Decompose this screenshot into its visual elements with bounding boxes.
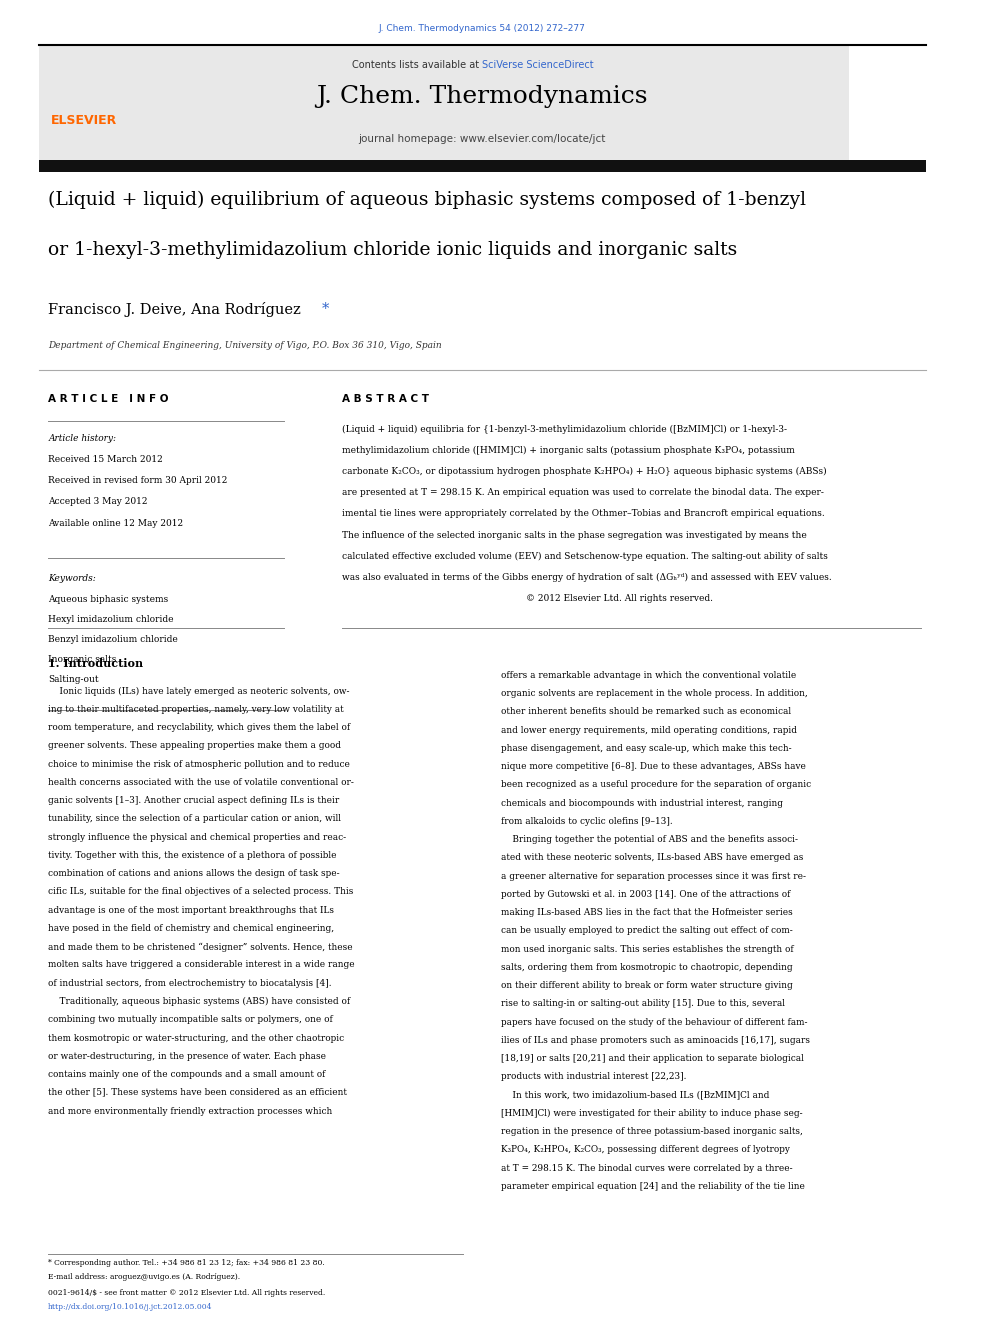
Text: cific ILs, suitable for the final objectives of a selected process. This: cific ILs, suitable for the final object… <box>49 888 353 897</box>
Text: methylimidazolium chloride ([HMIM]Cl) + inorganic salts (potassium phosphate K₃P: methylimidazolium chloride ([HMIM]Cl) + … <box>342 446 796 455</box>
Text: choice to minimise the risk of atmospheric pollution and to reduce: choice to minimise the risk of atmospher… <box>49 759 350 769</box>
Text: nique more competitive [6–8]. Due to these advantages, ABSs have: nique more competitive [6–8]. Due to the… <box>502 762 806 771</box>
Text: them kosmotropic or water-structuring, and the other chaotropic: them kosmotropic or water-structuring, a… <box>49 1033 344 1043</box>
Text: Benzyl imidazolium chloride: Benzyl imidazolium chloride <box>49 635 178 644</box>
Text: Traditionally, aqueous biphasic systems (ABS) have consisted of: Traditionally, aqueous biphasic systems … <box>49 998 350 1005</box>
Text: salts, ordering them from kosmotropic to chaotropic, depending: salts, ordering them from kosmotropic to… <box>502 963 793 972</box>
Text: (Liquid + liquid) equilibria for {1-benzyl-3-methylimidazolium chloride ([BzMIM]: (Liquid + liquid) equilibria for {1-benz… <box>342 425 788 434</box>
Text: combining two mutually incompatible salts or polymers, one of: combining two mutually incompatible salt… <box>49 1015 333 1024</box>
Text: molten salts have triggered a considerable interest in a wide range: molten salts have triggered a considerab… <box>49 960 355 970</box>
Text: combination of cations and anions allows the design of task spe-: combination of cations and anions allows… <box>49 869 340 878</box>
Text: calculated effective excluded volume (EEV) and Setschenow-type equation. The sal: calculated effective excluded volume (EE… <box>342 552 828 561</box>
Text: rise to salting-in or salting-out ability [15]. Due to this, several: rise to salting-in or salting-out abilit… <box>502 999 786 1008</box>
Bar <box>39 45 848 161</box>
Text: been recognized as a useful procedure for the separation of organic: been recognized as a useful procedure fo… <box>502 781 811 790</box>
Text: parameter empirical equation [24] and the reliability of the tie line: parameter empirical equation [24] and th… <box>502 1181 806 1191</box>
Text: and more environmentally friendly extraction processes which: and more environmentally friendly extrac… <box>49 1106 332 1115</box>
Text: of industrial sectors, from electrochemistry to biocatalysis [4].: of industrial sectors, from electrochemi… <box>49 979 332 988</box>
Text: room temperature, and recyclability, which gives them the label of: room temperature, and recyclability, whi… <box>49 724 350 732</box>
Text: contains mainly one of the compounds and a small amount of: contains mainly one of the compounds and… <box>49 1070 325 1080</box>
Text: health concerns associated with the use of volatile conventional or-: health concerns associated with the use … <box>49 778 354 787</box>
Text: Received 15 March 2012: Received 15 March 2012 <box>49 455 163 464</box>
Text: ELSEVIER: ELSEVIER <box>52 114 117 127</box>
Text: Department of Chemical Engineering, University of Vigo, P.O. Box 36 310, Vigo, S: Department of Chemical Engineering, Univ… <box>49 341 441 351</box>
Text: http://dx.doi.org/10.1016/j.jct.2012.05.004: http://dx.doi.org/10.1016/j.jct.2012.05.… <box>49 1303 212 1311</box>
Text: Hexyl imidazolium chloride: Hexyl imidazolium chloride <box>49 615 174 624</box>
Text: organic solvents are replacement in the whole process. In addition,: organic solvents are replacement in the … <box>502 689 808 699</box>
Text: was also evaluated in terms of the Gibbs energy of hydration of salt (ΔGₕʸᵈ) and: was also evaluated in terms of the Gibbs… <box>342 573 832 582</box>
Text: A R T I C L E   I N F O: A R T I C L E I N F O <box>49 394 169 405</box>
Text: imental tie lines were appropriately correlated by the Othmer–Tobias and Brancro: imental tie lines were appropriately cor… <box>342 509 825 519</box>
Text: © 2012 Elsevier Ltd. All rights reserved.: © 2012 Elsevier Ltd. All rights reserved… <box>342 594 713 603</box>
Text: Article history:: Article history: <box>49 434 116 443</box>
Text: 0021-9614/$ - see front matter © 2012 Elsevier Ltd. All rights reserved.: 0021-9614/$ - see front matter © 2012 El… <box>49 1289 325 1297</box>
Text: advantage is one of the most important breakthroughs that ILs: advantage is one of the most important b… <box>49 906 334 914</box>
Text: have posed in the field of chemistry and chemical engineering,: have posed in the field of chemistry and… <box>49 923 334 933</box>
Text: 1. Introduction: 1. Introduction <box>49 658 143 668</box>
Text: J. Chem. Thermodynamics 54 (2012) 272–277: J. Chem. Thermodynamics 54 (2012) 272–27… <box>379 24 585 33</box>
Text: and lower energy requirements, mild operating conditions, rapid: and lower energy requirements, mild oper… <box>502 725 798 734</box>
Bar <box>39 160 926 172</box>
Text: Salting-out: Salting-out <box>49 675 99 684</box>
Text: ganic solvents [1–3]. Another crucial aspect defining ILs is their: ganic solvents [1–3]. Another crucial as… <box>49 796 339 806</box>
Text: Inorganic salts: Inorganic salts <box>49 655 117 664</box>
Text: Available online 12 May 2012: Available online 12 May 2012 <box>49 519 184 528</box>
Text: Aqueous biphasic systems: Aqueous biphasic systems <box>49 595 169 605</box>
Text: * Corresponding author. Tel.: +34 986 81 23 12; fax: +34 986 81 23 80.: * Corresponding author. Tel.: +34 986 81… <box>49 1259 325 1267</box>
Text: Contents lists available at: Contents lists available at <box>352 60 482 70</box>
Text: tivity. Together with this, the existence of a plethora of possible: tivity. Together with this, the existenc… <box>49 851 336 860</box>
Text: carbonate K₂CO₃, or dipotassium hydrogen phosphate K₂HPO₄) + H₂O} aqueous biphas: carbonate K₂CO₃, or dipotassium hydrogen… <box>342 467 827 476</box>
Text: making ILs-based ABS lies in the fact that the Hofmeister series: making ILs-based ABS lies in the fact th… <box>502 908 794 917</box>
Text: *: * <box>322 302 329 316</box>
Text: or 1-hexyl-3-methylimidazolium chloride ionic liquids and inorganic salts: or 1-hexyl-3-methylimidazolium chloride … <box>49 241 737 259</box>
Text: SciVerse ScienceDirect: SciVerse ScienceDirect <box>482 60 594 70</box>
Text: A B S T R A C T: A B S T R A C T <box>342 394 430 405</box>
Text: Keywords:: Keywords: <box>49 574 96 583</box>
Text: regation in the presence of three potassium-based inorganic salts,: regation in the presence of three potass… <box>502 1127 804 1136</box>
Text: or water-destructuring, in the presence of water. Each phase: or water-destructuring, in the presence … <box>49 1052 326 1061</box>
Text: from alkaloids to cyclic olefins [9–13].: from alkaloids to cyclic olefins [9–13]. <box>502 816 674 826</box>
Text: journal homepage: www.elsevier.com/locate/jct: journal homepage: www.elsevier.com/locat… <box>358 134 606 144</box>
Text: on their different ability to break or form water structure giving: on their different ability to break or f… <box>502 982 794 990</box>
Text: ilies of ILs and phase promoters such as aminoacids [16,17], sugars: ilies of ILs and phase promoters such as… <box>502 1036 810 1045</box>
Text: products with industrial interest [22,23].: products with industrial interest [22,23… <box>502 1073 687 1081</box>
Text: greener solvents. These appealing properties make them a good: greener solvents. These appealing proper… <box>49 741 341 750</box>
Text: mon used inorganic salts. This series establishes the strength of: mon used inorganic salts. This series es… <box>502 945 794 954</box>
Text: ing to their multifaceted properties, namely, very low volatility at: ing to their multifaceted properties, na… <box>49 705 344 714</box>
Text: ated with these neoteric solvents, ILs-based ABS have emerged as: ated with these neoteric solvents, ILs-b… <box>502 853 804 863</box>
Text: chemicals and biocompounds with industrial interest, ranging: chemicals and biocompounds with industri… <box>502 799 784 807</box>
Text: Bringing together the potential of ABS and the benefits associ-: Bringing together the potential of ABS a… <box>502 835 799 844</box>
Text: strongly influence the physical and chemical properties and reac-: strongly influence the physical and chem… <box>49 832 346 841</box>
Text: In this work, two imidazolium-based ILs ([BzMIM]Cl and: In this work, two imidazolium-based ILs … <box>502 1090 770 1099</box>
Text: other inherent benefits should be remarked such as economical: other inherent benefits should be remark… <box>502 708 792 716</box>
Text: tunability, since the selection of a particular cation or anion, will: tunability, since the selection of a par… <box>49 815 341 823</box>
Text: Accepted 3 May 2012: Accepted 3 May 2012 <box>49 497 148 507</box>
Text: at T = 298.15 K. The binodal curves were correlated by a three-: at T = 298.15 K. The binodal curves were… <box>502 1164 793 1172</box>
Text: K₃PO₄, K₂HPO₄, K₂CO₃, possessing different degrees of lyotropy: K₃PO₄, K₂HPO₄, K₂CO₃, possessing differe… <box>502 1146 791 1155</box>
Text: J. Chem. Thermodynamics: J. Chem. Thermodynamics <box>316 85 648 107</box>
Text: Francisco J. Deive, Ana Rodríguez: Francisco J. Deive, Ana Rodríguez <box>49 302 301 316</box>
Text: (Liquid + liquid) equilibrium of aqueous biphasic systems composed of 1-benzyl: (Liquid + liquid) equilibrium of aqueous… <box>49 191 806 209</box>
Text: a greener alternative for separation processes since it was first re-: a greener alternative for separation pro… <box>502 872 806 881</box>
Text: are presented at T = 298.15 K. An empirical equation was used to correlate the b: are presented at T = 298.15 K. An empiri… <box>342 488 824 497</box>
Text: phase disengagement, and easy scale-up, which make this tech-: phase disengagement, and easy scale-up, … <box>502 744 792 753</box>
Text: the other [5]. These systems have been considered as an efficient: the other [5]. These systems have been c… <box>49 1089 347 1097</box>
Text: Received in revised form 30 April 2012: Received in revised form 30 April 2012 <box>49 476 227 486</box>
Text: offers a remarkable advantage in which the conventional volatile: offers a remarkable advantage in which t… <box>502 671 797 680</box>
Text: can be usually employed to predict the salting out effect of com-: can be usually employed to predict the s… <box>502 926 794 935</box>
Text: and made them to be christened “designer” solvents. Hence, these: and made them to be christened “designer… <box>49 942 353 951</box>
Text: The influence of the selected inorganic salts in the phase segregation was inves: The influence of the selected inorganic … <box>342 531 807 540</box>
Text: ported by Gutowski et al. in 2003 [14]. One of the attractions of: ported by Gutowski et al. in 2003 [14]. … <box>502 890 791 898</box>
Text: [HMIM]Cl) were investigated for their ability to induce phase seg-: [HMIM]Cl) were investigated for their ab… <box>502 1109 804 1118</box>
Text: papers have focused on the study of the behaviour of different fam-: papers have focused on the study of the … <box>502 1017 807 1027</box>
Text: [18,19] or salts [20,21] and their application to separate biological: [18,19] or salts [20,21] and their appli… <box>502 1054 805 1064</box>
Text: Ionic liquids (ILs) have lately emerged as neoteric solvents, ow-: Ionic liquids (ILs) have lately emerged … <box>49 687 350 696</box>
Text: E-mail address: aroguez@uvigo.es (A. Rodríguez).: E-mail address: aroguez@uvigo.es (A. Rod… <box>49 1273 240 1281</box>
